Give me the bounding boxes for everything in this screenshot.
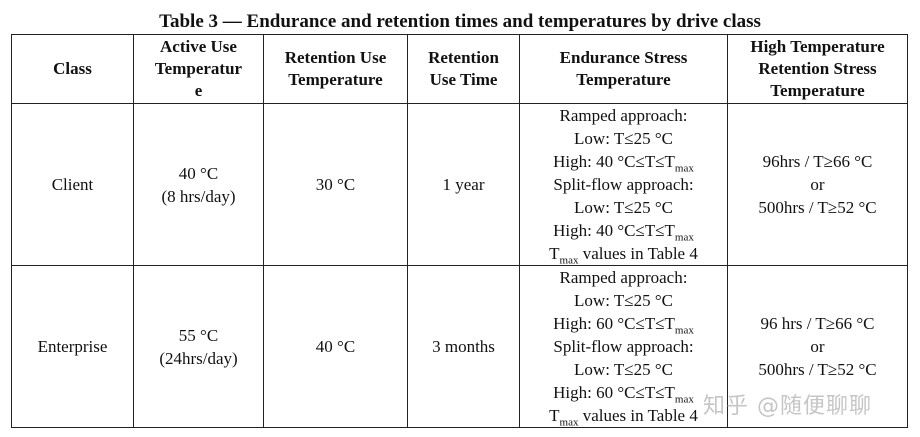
table-caption: Table 3 — Endurance and retention times …: [159, 11, 761, 32]
table-row-enterprise: Enterprise 55 °C (24hrs/day) 40 °C 3 mon…: [11, 265, 908, 428]
cell-high-temp-retention: 96hrs / T≥66 °C or 500hrs / T≥52 °C: [727, 103, 908, 266]
cell-active-use: 40 °C (8 hrs/day): [133, 103, 264, 266]
cell-active-use: 55 °C (24hrs/day): [133, 265, 264, 428]
watermark: 知乎 @随便聊聊: [703, 394, 872, 419]
cell-retention-time: 1 year: [407, 103, 520, 266]
header-active-use-temperature: Active Use Temperatur e: [133, 34, 264, 104]
header-retention-use-temperature: Retention Use Temperature: [263, 34, 408, 104]
cell-high-temp-retention: 96 hrs / T≥66 °C or 500hrs / T≥52 °C: [727, 265, 908, 428]
cell-endurance: Ramped approach: Low: T≤25 °C High: 40 °…: [519, 103, 728, 266]
cell-retention-time: 3 months: [407, 265, 520, 428]
header-retention-use-time: Retention Use Time: [407, 34, 520, 104]
cell-retention-temp: 30 °C: [263, 103, 408, 266]
cell-endurance: Ramped approach: Low: T≤25 °C High: 60 °…: [519, 265, 728, 428]
header-endurance-stress-temperature: Endurance Stress Temperature: [519, 34, 728, 104]
header-high-temperature-retention-stress: High Temperature Retention Stress Temper…: [727, 34, 908, 104]
endurance-retention-table: Class Active Use Temperatur e Retention …: [11, 34, 908, 428]
cell-retention-temp: 40 °C: [263, 265, 408, 428]
table-row-client: Client 40 °C (8 hrs/day) 30 °C 1 year Ra…: [11, 103, 908, 266]
cell-class: Client: [11, 103, 134, 266]
header-class: Class: [11, 34, 134, 104]
header-row: Class Active Use Temperatur e Retention …: [11, 34, 908, 104]
cell-class: Enterprise: [11, 265, 134, 428]
